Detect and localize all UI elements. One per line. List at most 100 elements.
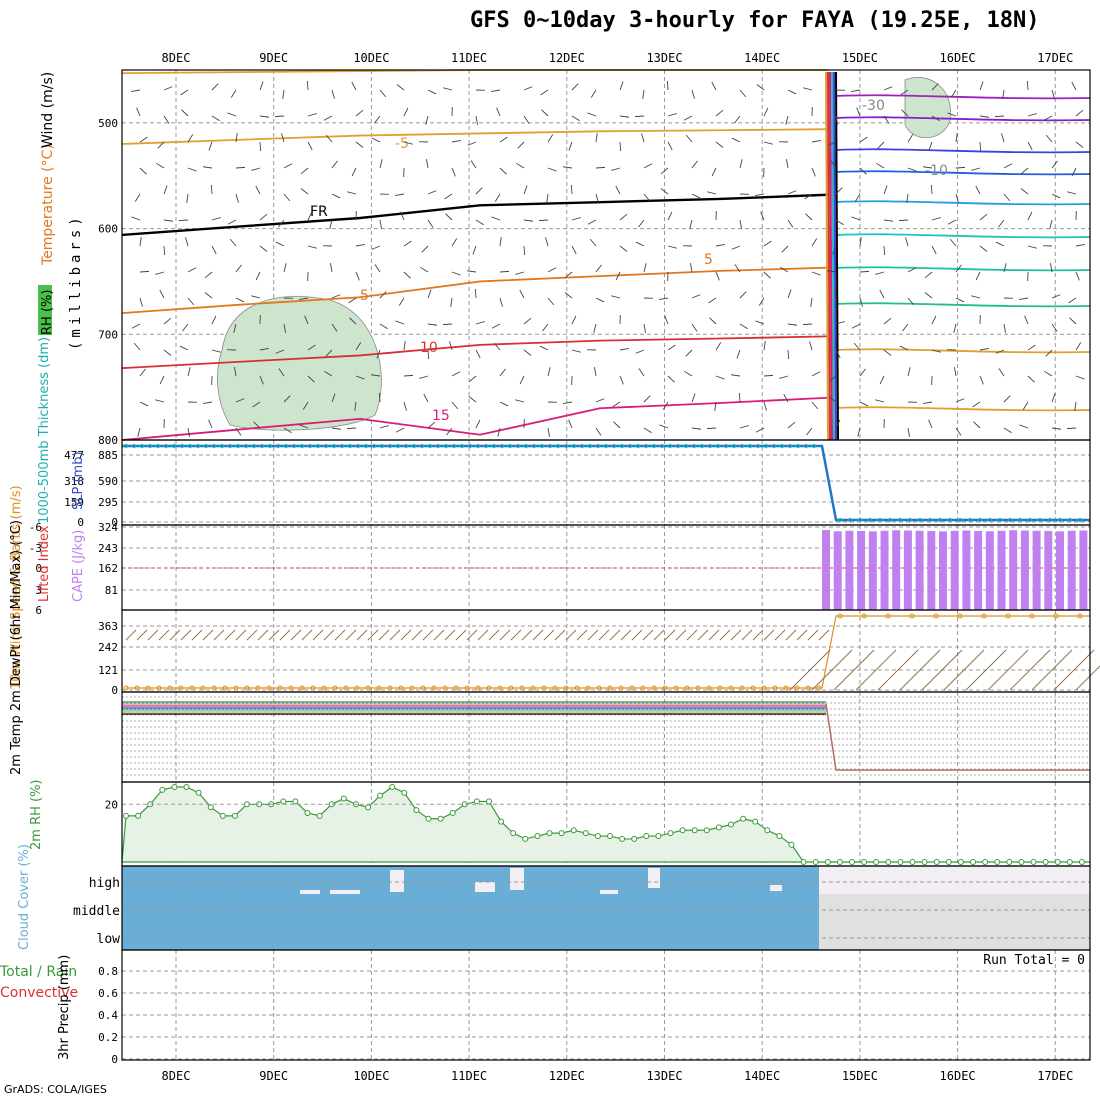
thickness-point: [243, 443, 249, 449]
wind-barb: [856, 107, 861, 117]
thickness-point: [627, 443, 633, 449]
thickness-point: [795, 443, 801, 449]
wind-barb: [828, 396, 837, 403]
thickness-point: [435, 443, 441, 449]
wind-barb: [619, 347, 629, 351]
thickness-point: [563, 443, 569, 449]
rh2m-point: [849, 859, 855, 865]
thickness-point: [355, 443, 361, 449]
thickness-point: [371, 443, 377, 449]
wind-barb: [235, 297, 245, 303]
wind-speed-point: [861, 613, 867, 619]
wind-barb: [1003, 193, 1011, 202]
wind-barb: [1071, 81, 1077, 91]
wind-barb: [451, 371, 461, 377]
thickness-point: [867, 517, 873, 523]
wind-barb: [163, 317, 172, 325]
wind-barb: [883, 219, 893, 222]
wind-barb: [203, 166, 213, 169]
wind-barb: [1001, 133, 1005, 143]
wind-barb: [475, 219, 484, 226]
wind-barb: [689, 263, 693, 273]
thickness-point: [837, 517, 843, 523]
isotherm-5: [121, 266, 829, 315]
wind-barb: [395, 320, 405, 325]
wind-barb: [1045, 134, 1053, 143]
wind-barb: [1019, 424, 1029, 429]
cape-bar: [880, 530, 889, 610]
wind-barb-10m: [708, 629, 720, 641]
wind-barb: [715, 342, 722, 351]
isotherm-band: [835, 170, 1091, 176]
wind-barb: [787, 323, 797, 326]
wind-barb: [451, 139, 461, 143]
wind-barb: [613, 421, 621, 429]
wind-barb: [571, 115, 580, 122]
y-tick-label: 20: [105, 798, 118, 811]
wind-barb: [403, 374, 414, 377]
y-axis-label-convective: Convective: [0, 985, 78, 1001]
wind-barb: [589, 238, 597, 247]
wind-barb: [975, 185, 981, 195]
wind-barb: [523, 86, 533, 91]
wind-barb: [139, 136, 148, 143]
wind-barb: [1075, 342, 1082, 351]
thickness-point: [283, 443, 289, 449]
wind-barb: [905, 237, 909, 247]
wind-barb: [379, 219, 383, 229]
wind-barb-10m: [730, 629, 742, 641]
wind-barb: [425, 115, 429, 125]
thickness-point: [587, 443, 593, 449]
wind-barb: [163, 219, 173, 222]
wind-barb: [227, 112, 237, 117]
thickness-point: [195, 443, 201, 449]
y-tick-label: 0: [111, 1053, 118, 1066]
thickness-point: [635, 443, 641, 449]
wind-barb: [182, 323, 189, 332]
wind-barb: [204, 292, 213, 299]
wind-barb: [235, 427, 242, 436]
rh2m-point: [703, 827, 710, 834]
wind-barb-10m: [334, 629, 346, 641]
thickness-point: [235, 443, 241, 449]
wind-barb: [331, 89, 335, 99]
rh2m-point: [231, 812, 238, 819]
wind-barb: [571, 349, 581, 353]
wind-barb: [979, 245, 988, 252]
wind-barb: [706, 427, 717, 430]
wind-barb: [643, 395, 651, 403]
wind-barb: [136, 107, 141, 117]
wind-barb: [805, 213, 813, 221]
y-axis-label-thickness: 1000-500mb Thickness (dm): [37, 337, 52, 524]
wind-barb-10m: [1031, 649, 1073, 691]
wind-barb: [571, 217, 581, 221]
wind-barb: [923, 401, 933, 405]
wind-barb: [235, 264, 242, 273]
wind-barb-10m: [1009, 649, 1051, 691]
wind-barb: [395, 193, 405, 197]
wind-barb: [444, 193, 453, 200]
wind-barb: [523, 115, 530, 124]
wind-barb-10m: [224, 629, 236, 641]
wind-barb: [187, 367, 191, 377]
wind-barb-10m: [1075, 665, 1100, 691]
wind-barb: [811, 139, 821, 143]
isotherm--5b: [121, 128, 829, 145]
wind-speed-point: [957, 613, 963, 619]
y-axis-label-rh: RH (%): [40, 290, 55, 335]
wind-barb: [470, 160, 477, 169]
cloud-gap: [510, 868, 524, 890]
wind-barb: [139, 270, 150, 273]
wind-barb: [1068, 297, 1077, 304]
wind-barb: [806, 427, 813, 436]
wind-barb-10m: [356, 629, 368, 641]
isotherm-band: [835, 94, 1091, 100]
cape-bar: [1044, 531, 1053, 610]
wind-barb: [715, 109, 724, 117]
wind-barb: [211, 115, 220, 122]
wind-barb: [307, 375, 315, 383]
wind-barb: [396, 84, 405, 91]
wind-barb: [235, 193, 239, 203]
wind-barb-10m: [664, 629, 676, 641]
wind-barb: [924, 271, 933, 279]
